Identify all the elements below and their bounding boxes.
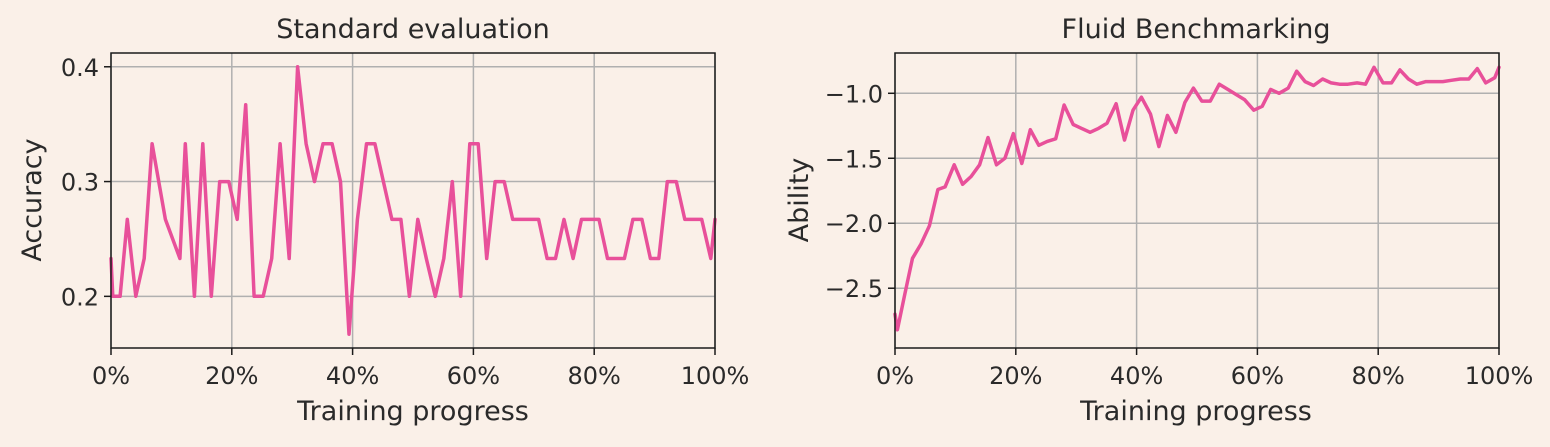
plot-frame	[894, 52, 1500, 349]
x-tick-label: 100%	[1465, 362, 1534, 390]
y-tick-label: 0.3	[61, 169, 99, 197]
y-tick-label: −2.0	[825, 210, 883, 238]
chart-title: Fluid Benchmarking	[1062, 14, 1331, 45]
x-axis-label: Training progress	[1079, 396, 1312, 427]
x-tick-label: 60%	[1231, 362, 1284, 390]
x-tick-label: 40%	[1110, 362, 1163, 390]
x-tick-label: 80%	[1352, 362, 1405, 390]
y-tick-label: 0.2	[61, 283, 99, 311]
plot-frame	[110, 52, 716, 349]
series-line	[109, 65, 717, 336]
grid	[894, 53, 1500, 348]
x-tick-label: 40%	[326, 362, 379, 390]
x-tick-label: 20%	[989, 362, 1042, 390]
series-group	[109, 65, 717, 336]
y-tick-label: −1.5	[825, 145, 883, 173]
chart-fluid-benchmarking: Fluid Benchmarking 0% 20% 40% 60% 80% 100% −2.…	[784, 14, 1533, 427]
y-axis-label: Accuracy	[17, 138, 48, 261]
y-tick-label: −2.5	[825, 275, 883, 303]
chart-standard-evaluation: Standard evaluation 0% 20% 40% 60% 80% 100% 0.…	[17, 14, 749, 427]
x-tick-label: 60%	[447, 362, 500, 390]
ticks: 0% 20% 40% 60% 80% 100% −2.5 −2.0 −1.5 −1.0	[825, 80, 1534, 390]
series-group	[893, 65, 1501, 332]
ticks: 0% 20% 40% 60% 80% 100% 0.2 0.3 0.4	[61, 54, 749, 390]
grid	[110, 53, 716, 348]
chart-title: Standard evaluation	[276, 14, 549, 45]
x-axis-label: Training progress	[296, 396, 529, 427]
y-tick-label: 0.4	[61, 54, 99, 82]
y-tick-label: −1.0	[825, 80, 883, 108]
y-axis-label: Ability	[784, 158, 815, 243]
series-line	[893, 65, 1501, 332]
x-tick-label: 20%	[205, 362, 258, 390]
x-tick-label: 100%	[681, 362, 750, 390]
x-tick-label: 0%	[876, 362, 914, 390]
x-tick-label: 0%	[92, 362, 130, 390]
x-tick-label: 80%	[568, 362, 621, 390]
